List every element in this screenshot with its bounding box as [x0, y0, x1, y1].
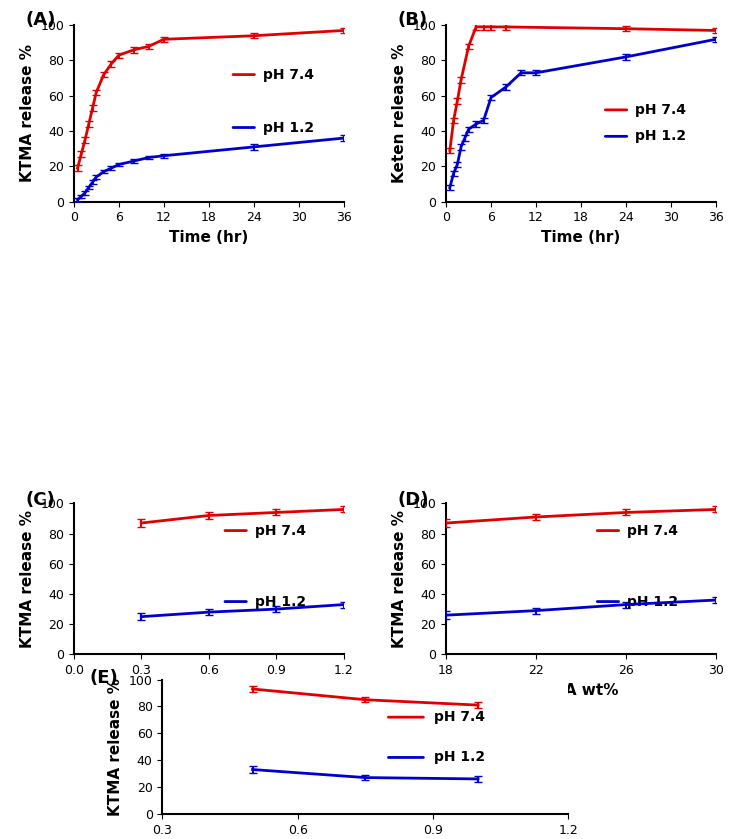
Text: pH 1.2: pH 1.2	[263, 121, 314, 134]
Y-axis label: Keten release %: Keten release %	[392, 44, 407, 183]
Text: pH 1.2: pH 1.2	[255, 595, 306, 608]
X-axis label: Time (hr): Time (hr)	[169, 230, 248, 245]
Text: (E): (E)	[89, 669, 118, 687]
X-axis label: AcA wt%: AcA wt%	[544, 683, 618, 698]
Text: pH 1.2: pH 1.2	[635, 129, 686, 143]
Y-axis label: KTMA release %: KTMA release %	[20, 510, 35, 648]
Text: (D): (D)	[398, 492, 429, 509]
Text: (C): (C)	[25, 492, 55, 509]
X-axis label: Alg wt%: Alg wt%	[174, 683, 244, 698]
Text: pH 7.4: pH 7.4	[635, 103, 686, 117]
Text: pH 7.4: pH 7.4	[434, 710, 486, 724]
Y-axis label: KTMA release %: KTMA release %	[108, 678, 123, 816]
Text: pH 7.4: pH 7.4	[255, 524, 306, 538]
Text: (A): (A)	[25, 11, 55, 29]
Text: pH 7.4: pH 7.4	[263, 68, 314, 81]
Y-axis label: KTMA release %: KTMA release %	[392, 510, 407, 648]
Text: pH 1.2: pH 1.2	[627, 595, 678, 608]
X-axis label: Time (hr): Time (hr)	[542, 230, 621, 245]
Text: (B): (B)	[398, 11, 427, 29]
Text: pH 7.4: pH 7.4	[627, 524, 677, 538]
Text: pH 1.2: pH 1.2	[434, 750, 486, 764]
Y-axis label: KTMA release %: KTMA release %	[20, 44, 35, 182]
